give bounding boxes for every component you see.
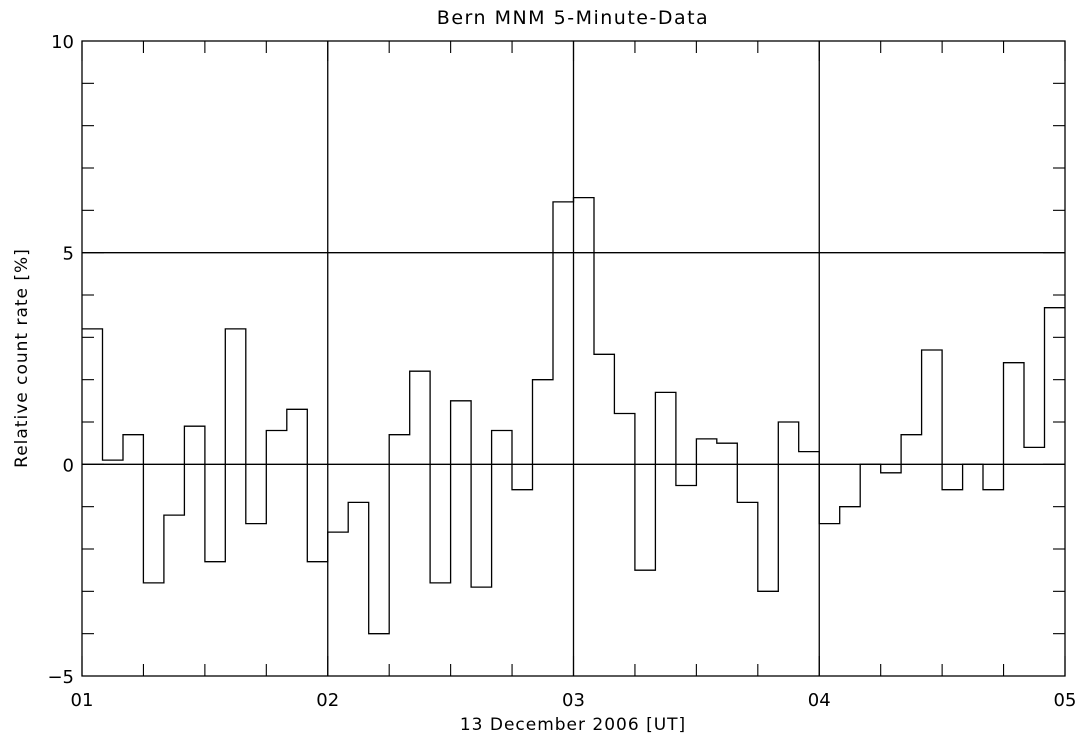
x-tick-label: 04 xyxy=(808,690,831,711)
chart-title: Bern MNM 5-Minute-Data xyxy=(437,7,709,29)
y-tick-label: 10 xyxy=(51,32,74,53)
x-tick-label: 05 xyxy=(1054,690,1077,711)
y-axis-label: Relative count rate [%] xyxy=(12,248,32,468)
x-tick-label: 03 xyxy=(562,690,585,711)
plot-frame xyxy=(81,40,1066,677)
series-layer xyxy=(82,196,1065,635)
y-tick-label: 0 xyxy=(63,455,74,476)
y-tick-label: 5 xyxy=(63,244,74,265)
x-tick-label: 02 xyxy=(316,690,339,711)
y-tick-label: −5 xyxy=(47,667,74,688)
x-axis-label: 13 December 2006 [UT] xyxy=(460,715,686,735)
x-tick-label: 01 xyxy=(71,690,94,711)
series-line-0 xyxy=(82,196,1065,635)
gridlines xyxy=(82,41,1065,676)
